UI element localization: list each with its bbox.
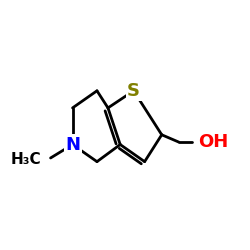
Text: H₃C: H₃C bbox=[10, 152, 41, 167]
Text: S: S bbox=[127, 82, 140, 100]
Text: N: N bbox=[65, 136, 80, 154]
Text: OH: OH bbox=[198, 133, 228, 151]
